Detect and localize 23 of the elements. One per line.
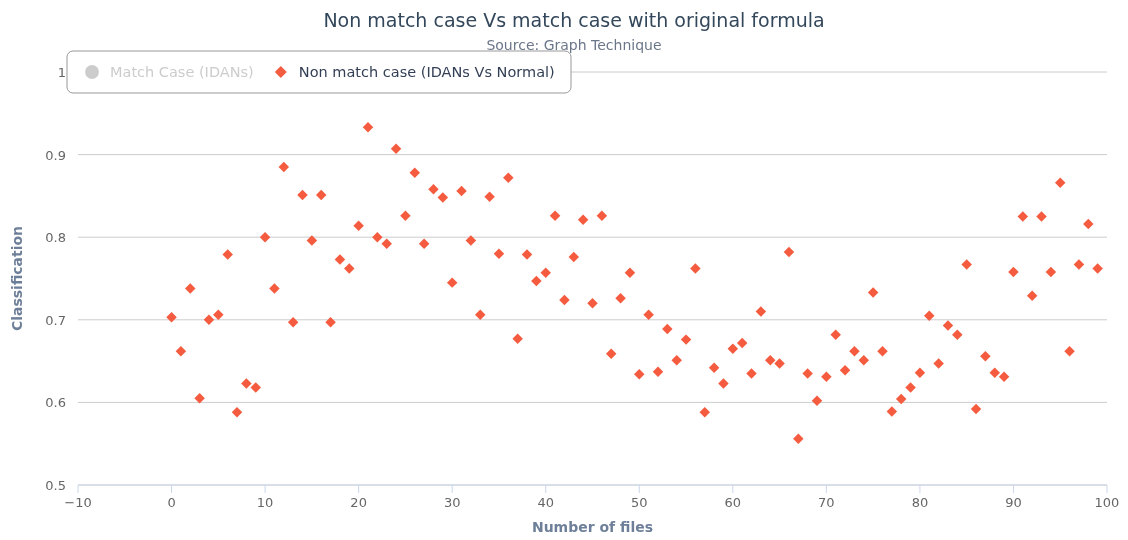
x-tick-label: 100: [1094, 495, 1120, 510]
y-tick-label: 1: [57, 65, 66, 80]
y-tick-label: 0.9: [45, 147, 66, 163]
x-tick-label: 60: [724, 495, 742, 510]
x-tick-label: −10: [64, 495, 92, 510]
legend-label: Non match case (IDANs Vs Normal): [298, 64, 555, 80]
x-tick-label: 50: [631, 495, 648, 510]
x-tick-label: 90: [1005, 495, 1022, 510]
y-tick-label: 0.5: [45, 478, 66, 493]
chart-title: Non match case Vs match case with original formula: [323, 9, 825, 31]
x-axis-title: Number of files: [531, 519, 654, 535]
y-tick-label: 0.6: [45, 395, 66, 411]
y-tick-label: 0.7: [45, 312, 66, 328]
x-tick-label: 10: [256, 495, 274, 510]
y-axis-title: Classification: [9, 225, 25, 332]
x-tick-label: 70: [818, 495, 835, 510]
chart-subtitle: Source: Graph Technique: [486, 37, 662, 53]
y-tick-label: 0.8: [45, 230, 66, 246]
x-tick-label: 80: [911, 495, 929, 510]
x-tick-label: 30: [443, 495, 461, 510]
x-tick-label: 0: [167, 495, 176, 510]
x-tick-label: 40: [537, 495, 554, 510]
x-tick-label: 20: [350, 495, 367, 510]
